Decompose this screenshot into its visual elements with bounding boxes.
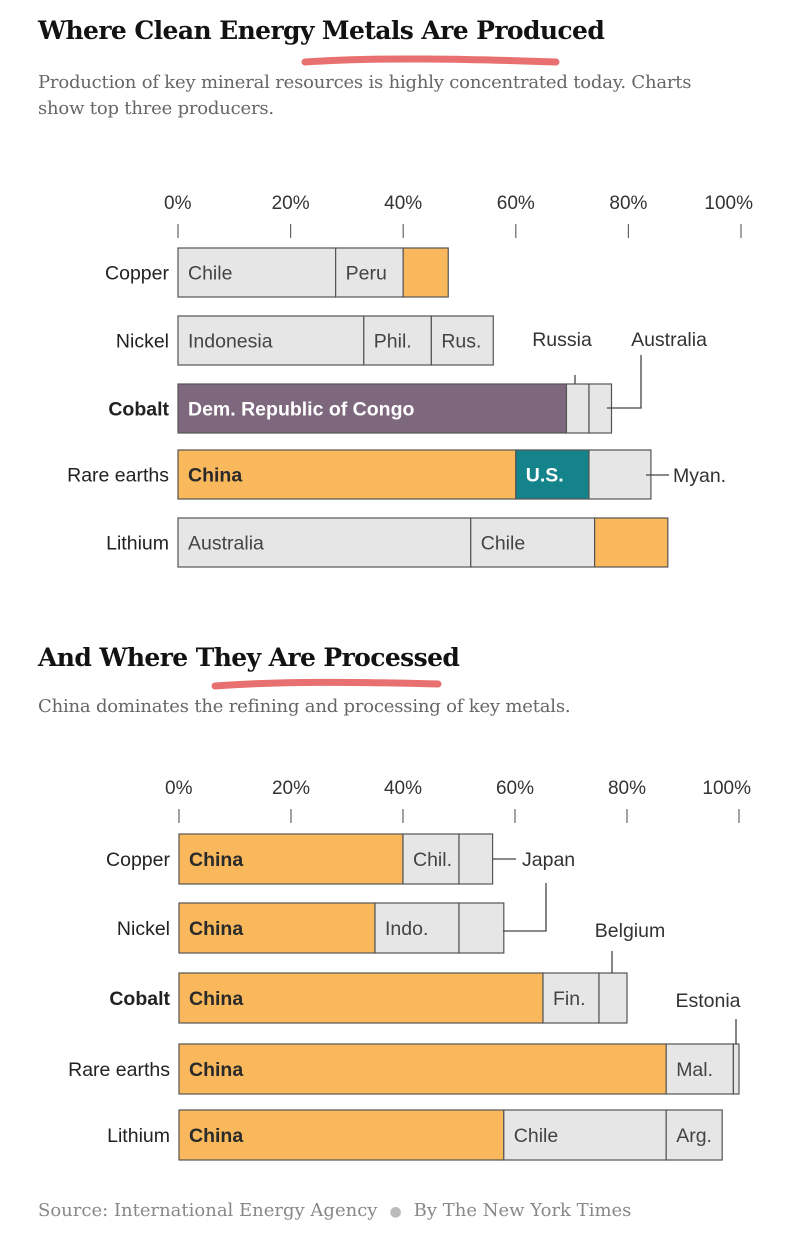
byline: By The New York Times	[413, 1200, 632, 1221]
production-category-label-cobalt: Cobalt	[108, 399, 169, 421]
processing-tick-label-0: 0%	[165, 778, 193, 799]
production-title: Where Clean Energy Metals Are Produced	[38, 16, 605, 45]
production-bar-lithium-segment-2	[594, 517, 669, 568]
processing-category-label-copper: Copper	[106, 849, 170, 871]
production-subtitle: Production of key mineral resources is h…	[38, 72, 692, 119]
processing-segment-label-cobalt-fin: Fin.	[553, 988, 586, 1010]
production-segment-label-nickel-rus: Rus.	[441, 331, 481, 353]
production-bar-cobalt-segment-1	[565, 383, 590, 434]
processing-bar-lithium-segment-2	[665, 1109, 723, 1161]
processing-bar-lithium-segment-0	[178, 1109, 505, 1161]
processing-tick-label-4: 80%	[608, 778, 646, 799]
production-bar-copper-segment-1	[335, 247, 404, 298]
production-segment-label-lithium-australia: Australia	[188, 533, 264, 555]
processing-chart: 0% 20% 40% 60% 80% 100% Copper China Chil. Nickel…	[68, 778, 751, 1161]
processing-tick-label-1: 20%	[272, 778, 310, 799]
production-callout-leader-1	[607, 355, 642, 409]
production-category-label-copper: Copper	[105, 263, 169, 285]
production-segment-label-rare-earths-u-s: U.S.	[526, 465, 564, 487]
production-bar-rare-earths-segment-2	[588, 449, 652, 500]
production-bar-cobalt-segment-0	[177, 383, 568, 434]
processing-bar-nickel-segment-0	[178, 902, 376, 954]
processing-segment-label-rare-earths-china: China	[189, 1059, 243, 1081]
production-bar-lithium-segment-1	[470, 517, 596, 568]
processing-tick-label-2: 40%	[384, 778, 422, 799]
processing-bar-lithium-segment-1	[503, 1109, 667, 1161]
production-bar-nickel-segment-2	[430, 315, 494, 366]
source-note: Source: International Energy Agency	[38, 1200, 378, 1221]
production-tick-label-5: 100%	[704, 193, 753, 214]
processing-bar-rare-earths-segment-0	[178, 1043, 667, 1095]
production-segment-label-copper-peru: Peru	[346, 263, 387, 285]
processing-bar-nickel-segment-1	[374, 902, 460, 954]
production-bar-copper-segment-0	[177, 247, 337, 298]
processing-bar-rare-earths-segment-2	[732, 1043, 740, 1095]
processing-segment-label-lithium-chile: Chile	[514, 1125, 558, 1147]
processing-bar-cobalt-segment-2	[598, 972, 628, 1024]
production-tick-label-4: 80%	[609, 193, 647, 214]
production-bar-nickel-segment-1	[363, 315, 432, 366]
production-bar-rare-earths-segment-0	[177, 449, 517, 500]
processing-bar-nickel-segment-2	[458, 902, 505, 954]
processing-callout-leader-1	[503, 883, 547, 932]
production-tick-label-3: 60%	[497, 193, 535, 214]
production-bar-rare-earths-segment-1	[515, 449, 590, 500]
processing-title: And Where They Are Processed	[38, 643, 460, 672]
processing-segment-label-lithium-china: China	[189, 1125, 243, 1147]
processing-subtitle: China dominates the refining and process…	[38, 696, 571, 717]
processing-tick-label-3: 60%	[496, 778, 534, 799]
production-bar-nickel-segment-0	[177, 315, 365, 366]
production-segment-label-lithium-chile: Chile	[481, 533, 525, 555]
production-bar-copper-segment-2	[402, 247, 449, 298]
production-segment-label-copper-chile: Chile	[188, 263, 232, 285]
footer: Source: International Energy Agency ● By T…	[38, 1200, 631, 1221]
production-segment-label-nickel-indonesia: Indonesia	[188, 331, 273, 353]
production-callout-label-russia: Russia	[532, 329, 592, 351]
production-segment-label-nickel-phil: Phil.	[374, 331, 412, 353]
production-tick-label-2: 40%	[384, 193, 422, 214]
processing-callout-label-japan: Japan	[522, 849, 575, 871]
processing-callout-label-belgium: Belgium	[595, 920, 665, 942]
processing-segment-label-nickel-china: China	[189, 918, 243, 940]
processing-segment-label-rare-earths-mal: Mal.	[676, 1059, 713, 1081]
processing-segment-label-cobalt-china: China	[189, 988, 243, 1010]
processing-category-label-lithium: Lithium	[107, 1125, 170, 1147]
production-category-label-rare-earths: Rare earths	[67, 465, 169, 487]
production-category-label-lithium: Lithium	[106, 533, 169, 555]
processing-bar-rare-earths-segment-1	[665, 1043, 735, 1095]
production-chart: 0% 20% 40% 60% 80% 100% Copper Chile Peru Nickel I…	[67, 193, 753, 568]
production-bar-lithium-segment-0	[177, 517, 472, 568]
footer-separator: ●	[389, 1204, 402, 1220]
production-tick-label-1: 20%	[272, 193, 310, 214]
processing-tick-label-5: 100%	[702, 778, 751, 799]
production-segment-label-cobalt-dem-republic-of-congo: Dem. Republic of Congo	[188, 399, 415, 421]
production-segment-label-rare-earths-china: China	[188, 465, 242, 487]
processing-segment-label-nickel-indo: Indo.	[385, 918, 428, 940]
production-category-label-nickel: Nickel	[116, 331, 169, 353]
processing-callout-label-estonia: Estonia	[675, 990, 740, 1012]
processing-segment-label-copper-china: China	[189, 849, 243, 871]
production-callout-label-myan: Myan.	[673, 465, 726, 487]
processing-category-label-cobalt: Cobalt	[109, 988, 170, 1010]
processing-category-label-rare-earths: Rare earths	[68, 1059, 170, 1081]
production-callout-label-australia: Australia	[631, 329, 707, 351]
processing-bar-copper-segment-0	[178, 833, 404, 885]
processing-bar-cobalt-segment-1	[542, 972, 600, 1024]
production-tick-label-0: 0%	[164, 193, 192, 214]
processing-category-label-nickel: Nickel	[117, 918, 170, 940]
processing-segment-label-copper-chil: Chil.	[413, 849, 452, 871]
processing-segment-label-lithium-arg: Arg.	[676, 1125, 712, 1147]
processing-bar-copper-segment-2	[458, 833, 494, 885]
